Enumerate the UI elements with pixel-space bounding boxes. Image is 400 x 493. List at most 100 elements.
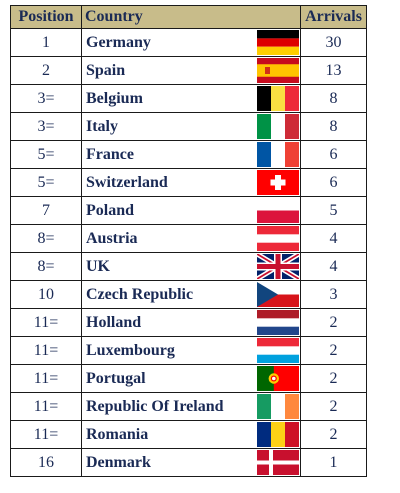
position-cell: 5=: [10, 168, 82, 197]
country-name: Switzerland: [86, 174, 168, 191]
table-row: 16 Denmark 1: [10, 448, 367, 477]
country-cell: France: [81, 140, 301, 169]
position-cell: 3=: [10, 84, 82, 113]
table-row: 11= Luxembourg 2: [10, 336, 367, 365]
table-row: 11= Republic Of Ireland 2: [10, 392, 367, 421]
arrivals-cell: 3: [300, 280, 367, 309]
table-row: 5= Switzerland 6: [10, 168, 367, 197]
table-row: 11= Portugal 2: [10, 364, 367, 393]
position-cell: 7: [10, 196, 82, 225]
country-cell: Austria: [81, 224, 301, 253]
country-cell: Belgium: [81, 84, 301, 113]
country-name: Belgium: [86, 90, 143, 107]
austria-flag-icon: [257, 226, 299, 251]
table-row: 8= UK 4: [10, 252, 367, 281]
germany-flag-icon: [257, 30, 299, 55]
position-cell: 5=: [10, 140, 82, 169]
country-cell: UK: [81, 252, 301, 281]
denmark-flag-icon: [257, 450, 299, 475]
table-row: 3= Belgium 8: [10, 84, 367, 113]
country-name: Italy: [86, 118, 118, 135]
country-name: France: [86, 146, 134, 163]
position-cell: 11=: [10, 308, 82, 337]
table-row: 3= Italy 8: [10, 112, 367, 141]
arrivals-cell: 2: [300, 392, 367, 421]
header-arrivals: Arrivals: [300, 5, 367, 29]
uk-flag-icon: [257, 254, 299, 279]
country-cell: Switzerland: [81, 168, 301, 197]
italy-flag-icon: [257, 114, 299, 139]
country-name: Republic Of Ireland: [86, 398, 224, 415]
country-name: Spain: [86, 62, 126, 79]
position-cell: 1: [10, 28, 82, 57]
country-name: UK: [86, 258, 110, 275]
arrivals-cell: 5: [300, 196, 367, 225]
table-row: 10 Czech Republic 3: [10, 280, 367, 309]
country-name: Czech Republic: [86, 286, 194, 303]
country-name: Romania: [86, 426, 149, 443]
country-name: Holland: [86, 314, 142, 331]
position-cell: 11=: [10, 420, 82, 449]
poland-flag-icon: [257, 198, 299, 223]
table-row: 5= France 6: [10, 140, 367, 169]
country-cell: Holland: [81, 308, 301, 337]
spain-flag-icon: [257, 58, 299, 83]
arrivals-cell: 2: [300, 364, 367, 393]
table-row: 1 Germany 30: [10, 28, 367, 57]
country-cell: Portugal: [81, 364, 301, 393]
position-cell: 2: [10, 56, 82, 85]
country-name: Poland: [86, 202, 135, 219]
table-row: 11= Romania 2: [10, 420, 367, 449]
portugal-flag-icon: [257, 366, 299, 391]
country-cell: Republic Of Ireland: [81, 392, 301, 421]
romania-flag-icon: [257, 422, 299, 447]
header-row: Position Country Arrivals: [10, 5, 367, 29]
country-cell: Poland: [81, 196, 301, 225]
country-name: Denmark: [86, 454, 151, 471]
arrivals-cell: 2: [300, 308, 367, 337]
country-name: Portugal: [86, 370, 146, 387]
country-name: Germany: [86, 34, 151, 51]
arrivals-cell: 8: [300, 84, 367, 113]
arrivals-cell: 4: [300, 252, 367, 281]
country-name: Austria: [86, 230, 138, 247]
header-country: Country: [81, 5, 301, 29]
arrivals-cell: 6: [300, 168, 367, 197]
position-cell: 8=: [10, 224, 82, 253]
table-row: 11= Holland 2: [10, 308, 367, 337]
country-cell: Italy: [81, 112, 301, 141]
belgium-flag-icon: [257, 86, 299, 111]
position-cell: 3=: [10, 112, 82, 141]
country-name: Luxembourg: [86, 342, 175, 359]
position-cell: 11=: [10, 364, 82, 393]
table-row: 7 Poland 5: [10, 196, 367, 225]
arrivals-cell: 13: [300, 56, 367, 85]
czech-flag-icon: [257, 282, 299, 307]
table-row: 8= Austria 4: [10, 224, 367, 253]
arrivals-cell: 2: [300, 420, 367, 449]
arrivals-cell: 30: [300, 28, 367, 57]
position-cell: 11=: [10, 336, 82, 365]
france-flag-icon: [257, 142, 299, 167]
arrivals-cell: 6: [300, 140, 367, 169]
country-cell: Romania: [81, 420, 301, 449]
arrivals-cell: 8: [300, 112, 367, 141]
country-cell: Luxembourg: [81, 336, 301, 365]
country-cell: Czech Republic: [81, 280, 301, 309]
switzerland-flag-icon: [257, 170, 299, 195]
position-cell: 11=: [10, 392, 82, 421]
ireland-flag-icon: [257, 394, 299, 419]
country-cell: Denmark: [81, 448, 301, 477]
netherlands-flag-icon: [257, 310, 299, 335]
position-cell: 16: [10, 448, 82, 477]
arrivals-cell: 1: [300, 448, 367, 477]
arrivals-cell: 2: [300, 336, 367, 365]
arrivals-cell: 4: [300, 224, 367, 253]
country-cell: Germany: [81, 28, 301, 57]
country-cell: Spain: [81, 56, 301, 85]
arrivals-table: Position Country Arrivals 1 Germany 30 2 Spa…: [10, 5, 367, 477]
position-cell: 10: [10, 280, 82, 309]
luxembourg-flag-icon: [257, 338, 299, 363]
position-cell: 8=: [10, 252, 82, 281]
table-row: 2 Spain 13: [10, 56, 367, 85]
